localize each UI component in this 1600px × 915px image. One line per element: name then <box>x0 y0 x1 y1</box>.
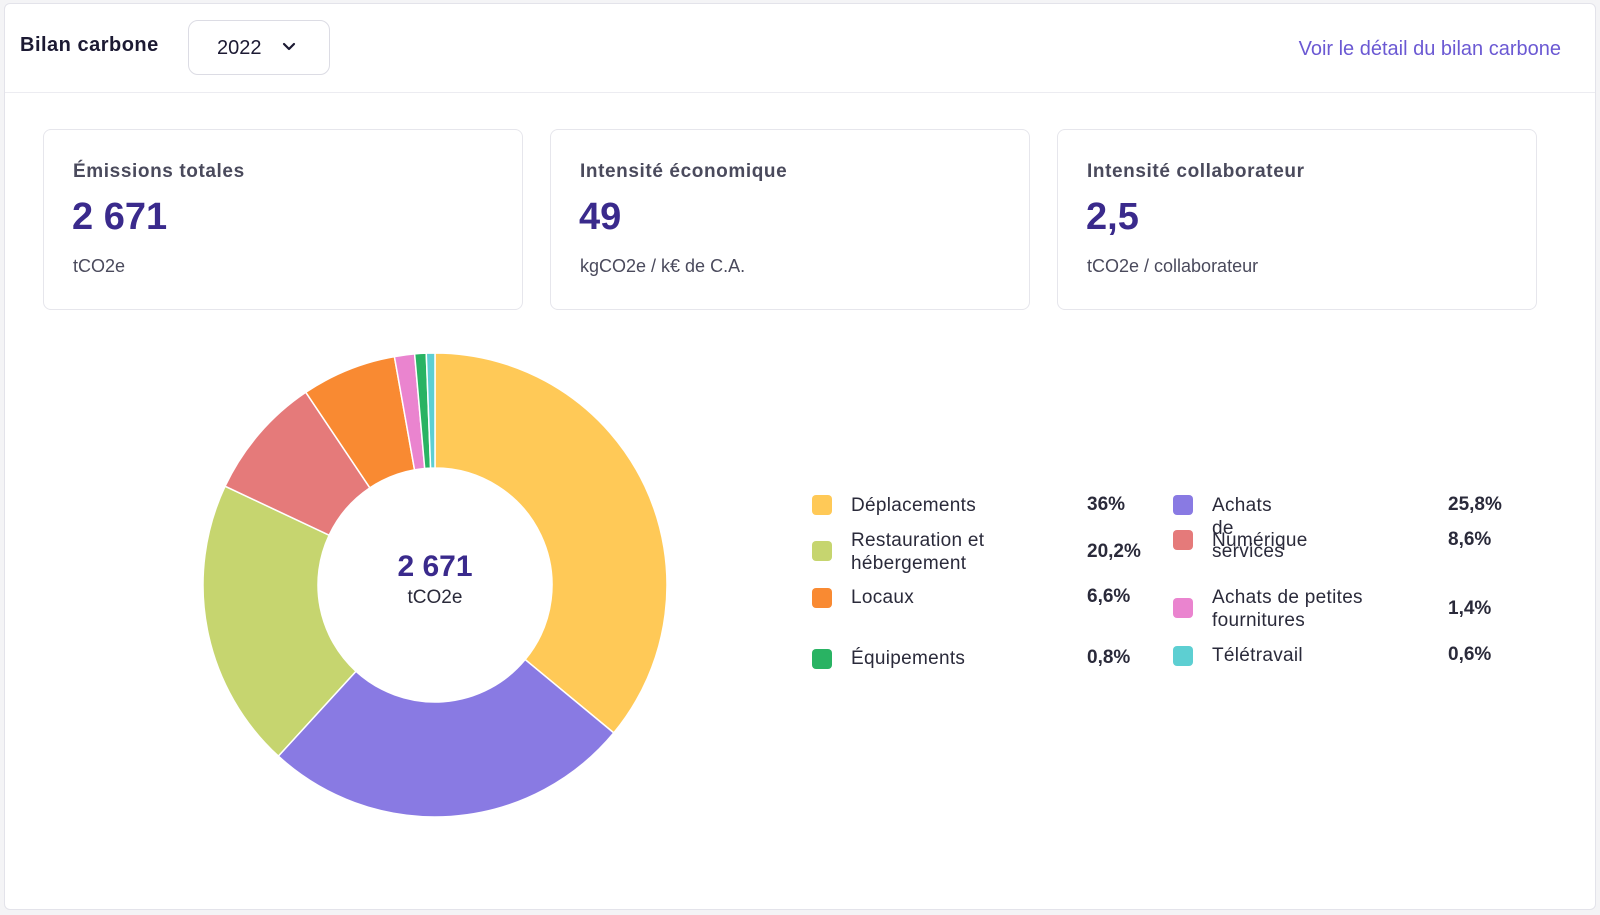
donut-slice-7[interactable] <box>425 352 436 469</box>
legend-percent: 20,2% <box>1087 541 1141 562</box>
legend-swatch <box>1173 530 1193 550</box>
legend-percent: 36% <box>1087 494 1126 515</box>
legend-swatch <box>812 588 832 608</box>
legend-swatch <box>812 649 832 669</box>
legend-swatch <box>1173 598 1193 618</box>
legend-swatch <box>812 541 832 561</box>
donut-slice-1[interactable] <box>277 658 615 818</box>
legend-percent: 0,6% <box>1448 644 1492 665</box>
emissions-donut-chart: 2 671 tCO2e <box>195 352 675 832</box>
carbon-report-detail-link[interactable]: Voir le détail du bilan carbone <box>1298 38 1561 60</box>
legend-percent: 25,8% <box>1448 494 1502 515</box>
kpi-unit: tCO2e <box>73 256 126 276</box>
legend-percent: 1,4% <box>1448 598 1492 619</box>
kpi-label: Intensité économique <box>580 161 788 182</box>
panel-title: Bilan carbone <box>20 34 159 56</box>
kpi-card-total-emissions: Émissions totales 2 671 tCO2e <box>43 129 523 310</box>
legend-label: Restauration et hébergement <box>851 530 985 574</box>
legend-swatch <box>812 495 832 515</box>
donut-chart-svg <box>202 352 668 818</box>
legend-label: Numérique <box>1212 530 1308 551</box>
donut-slice-0[interactable] <box>434 352 668 734</box>
kpi-card-employee-intensity: Intensité collaborateur 2,5 tCO2e / coll… <box>1057 129 1537 310</box>
year-dropdown[interactable]: 2022 <box>188 20 330 75</box>
donut-center-value: 2 671 <box>397 550 473 583</box>
carbon-report-panel: Bilan carbone 2022 Voir le détail du bil… <box>4 3 1596 910</box>
legend-label: Télétravail <box>1212 645 1303 666</box>
legend-label: Équipements <box>851 648 966 669</box>
kpi-unit: kgCO2e / k€ de C.A. <box>580 256 746 276</box>
chevron-down-icon <box>282 42 296 51</box>
kpi-value: 2,5 <box>1086 196 1139 238</box>
kpi-card-economic-intensity: Intensité économique 49 kgCO2e / k€ de C… <box>550 129 1030 310</box>
year-dropdown-value: 2022 <box>217 37 262 59</box>
kpi-label: Émissions totales <box>73 161 245 182</box>
panel-header: Bilan carbone 2022 Voir le détail du bil… <box>5 4 1595 93</box>
legend-swatch <box>1173 646 1193 666</box>
legend-label: Locaux <box>851 587 915 608</box>
legend-label: Achats de services <box>1212 495 1285 562</box>
legend-percent: 6,6% <box>1087 586 1131 607</box>
legend-percent: 8,6% <box>1448 529 1492 550</box>
kpi-unit: tCO2e / collaborateur <box>1087 256 1259 276</box>
kpi-label: Intensité collaborateur <box>1087 161 1305 182</box>
kpi-value: 49 <box>579 196 622 238</box>
legend-label: Déplacements <box>851 495 977 516</box>
donut-slice-2[interactable] <box>202 485 358 758</box>
kpi-value: 2 671 <box>72 196 168 238</box>
legend-label: Achats de petites fournitures <box>1212 587 1363 631</box>
legend-percent: 0,8% <box>1087 647 1131 668</box>
legend-swatch <box>1173 495 1193 515</box>
donut-center-unit: tCO2e <box>407 587 463 608</box>
